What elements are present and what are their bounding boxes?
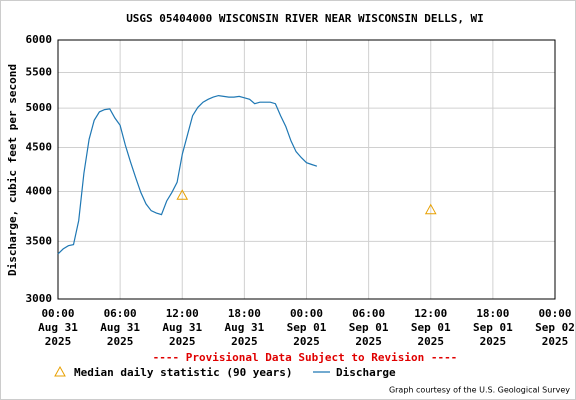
x-tick-label: 2025: [107, 335, 134, 348]
x-tick-label: 06:00: [104, 307, 137, 320]
x-tick-label: Sep 01: [411, 321, 451, 334]
y-tick-label: 3500: [26, 234, 53, 247]
y-tick-label: 4500: [26, 140, 53, 153]
median-marker: [176, 189, 189, 200]
x-tick-label: 18:00: [228, 307, 261, 320]
x-tick-label: 00:00: [290, 307, 323, 320]
x-tick-label: Sep 01: [287, 321, 327, 334]
x-tick-label: 2025: [231, 335, 258, 348]
x-tick-label: 2025: [355, 335, 382, 348]
provisional-note: ---- Provisional Data Subject to Revisio…: [153, 351, 458, 364]
median-marker: [424, 203, 437, 215]
x-tick-label: Sep 01: [473, 321, 513, 334]
x-tick-label: 00:00: [41, 307, 74, 320]
y-tick-label: 3000: [26, 292, 53, 305]
x-tick-label: 00:00: [538, 307, 571, 320]
credit: Graph courtesy of the U.S. Geological Su…: [389, 386, 570, 395]
x-tick-label: Aug 31: [225, 321, 265, 334]
x-tick-label: Sep 01: [349, 321, 389, 334]
discharge-line: [57, 94, 318, 255]
x-tick-label: 2025: [45, 335, 72, 348]
x-tick-label: 12:00: [166, 307, 199, 320]
x-tick-label: Aug 31: [100, 321, 140, 334]
x-tick-label: 2025: [542, 335, 569, 348]
legend-marker: [54, 365, 66, 377]
x-tick-label: 2025: [418, 335, 445, 348]
x-tick-label: 12:00: [414, 307, 447, 320]
y-tick-label: 6000: [26, 33, 53, 46]
legend-label: Discharge: [336, 366, 396, 379]
x-tick-label: 2025: [293, 335, 320, 348]
x-tick-label: 2025: [480, 335, 507, 348]
x-tick-label: Aug 31: [38, 321, 78, 334]
y-tick-label: 4000: [26, 185, 53, 198]
y-tick-label: 5500: [26, 66, 53, 79]
chart-title: USGS 05404000 WISCONSIN RIVER NEAR WISCO…: [126, 12, 484, 25]
legend-label: Median daily statistic (90 years): [74, 366, 293, 379]
x-tick-label: 2025: [169, 335, 196, 348]
plot-border: [57, 39, 556, 300]
x-tick-label: 06:00: [352, 307, 385, 320]
x-tick-label: Sep 02: [535, 321, 575, 334]
y-tick-label: 5000: [26, 101, 53, 114]
x-tick-label: Aug 31: [162, 321, 202, 334]
y-axis-label: Discharge, cubic feet per second: [6, 64, 19, 276]
x-tick-label: 18:00: [476, 307, 509, 320]
